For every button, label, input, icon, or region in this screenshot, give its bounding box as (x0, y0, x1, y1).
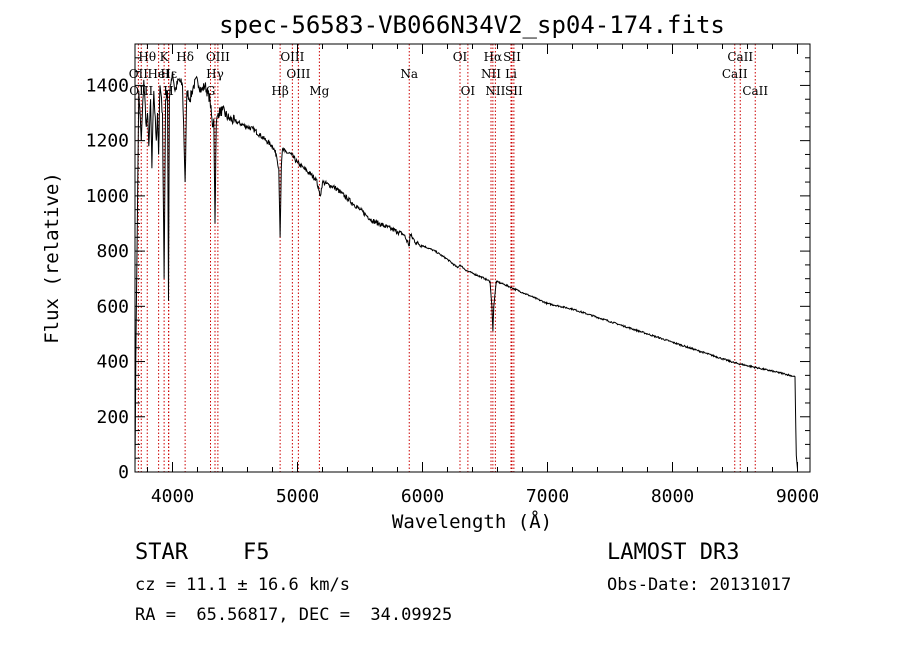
spectral-line-markers (137, 44, 756, 472)
spectral-line-label: Hθ (138, 50, 156, 64)
spectral-line-label: OI (461, 84, 476, 98)
spectral-line-label: Na (400, 67, 418, 81)
spectral-line-label: OIII (129, 84, 153, 98)
x-tick-label: 7000 (526, 486, 569, 507)
x-tick-label: 6000 (401, 486, 444, 507)
y-tick-label: 800 (96, 241, 129, 262)
y-tick-label: 1400 (86, 75, 129, 96)
spectral-line-label: H (163, 84, 173, 98)
y-axis-ticks: 0 200 400 600 800 1000 1200 1400 (86, 57, 810, 483)
spectral-line-label: OIII (280, 50, 304, 64)
spectral-line-label: G (206, 84, 216, 98)
coordinates: RA = 65.56817, DEC = 34.09925 (135, 605, 453, 625)
spectral-line-label: OII (129, 67, 149, 81)
spectral-line-label: Hγ (206, 67, 224, 81)
x-tick-label: 9000 (776, 486, 819, 507)
spectral-line-label: CaII (727, 50, 753, 64)
spectral-line-label: SII (505, 84, 523, 98)
y-tick-label: 0 (118, 462, 129, 483)
y-tick-label: 600 (96, 296, 129, 317)
spectral-line-label: NII (481, 67, 501, 81)
spectral-line-label: Li (505, 67, 517, 81)
x-tick-label: 8000 (651, 486, 694, 507)
plot-frame (134, 43, 811, 473)
redshift-value: cz = 11.1 ± 16.6 km/s (135, 575, 350, 595)
spectral-line-label: HeI (147, 67, 170, 81)
spectral-line-label: CaII (722, 67, 748, 81)
x-axis-ticks: 4000 5000 6000 7000 8000 9000 (147, 44, 819, 507)
object-type: STAR (135, 540, 188, 565)
y-axis-label: Flux (relative) (41, 172, 63, 344)
survey-name: LAMOST DR3 (607, 540, 740, 565)
spectral-line-label: NII (485, 84, 505, 98)
spectral-line-label: Hε (160, 67, 177, 81)
obs-date: Obs-Date: 20131017 (607, 575, 792, 595)
y-tick-label: 1200 (86, 131, 129, 152)
spectral-line-label: OIII (286, 67, 310, 81)
spectral-line-label: K (160, 50, 170, 64)
spectral-line-label: Hβ (271, 84, 288, 98)
spectral-line-label: SII (503, 50, 521, 64)
chart-title: spec-56583-VB066N34V2_sp04-174.fits (219, 11, 725, 39)
y-tick-label: 400 (96, 352, 129, 373)
x-tick-label: 5000 (276, 486, 319, 507)
spectral-line-label: OIII (206, 50, 230, 64)
spectral-line-label: Hδ (176, 50, 194, 64)
spectral-line-label: Mg (309, 84, 329, 98)
y-tick-label: 1000 (86, 186, 129, 207)
spectral-line-labels: Hθ OII OIII HeI H K Hε Hδ OIII Hγ G Hβ OIII OIII Mg Na O… (129, 50, 769, 98)
flux-series-line (134, 71, 798, 470)
subclass: F5 (243, 540, 270, 565)
spectral-line-label: CaII (742, 84, 768, 98)
spectral-line-label: OI (453, 50, 468, 64)
y-tick-label: 200 (96, 407, 129, 428)
spectral-line-label: Hα (484, 50, 503, 64)
x-axis-label: Wavelength (Å) (392, 510, 552, 533)
x-tick-label: 4000 (151, 486, 194, 507)
